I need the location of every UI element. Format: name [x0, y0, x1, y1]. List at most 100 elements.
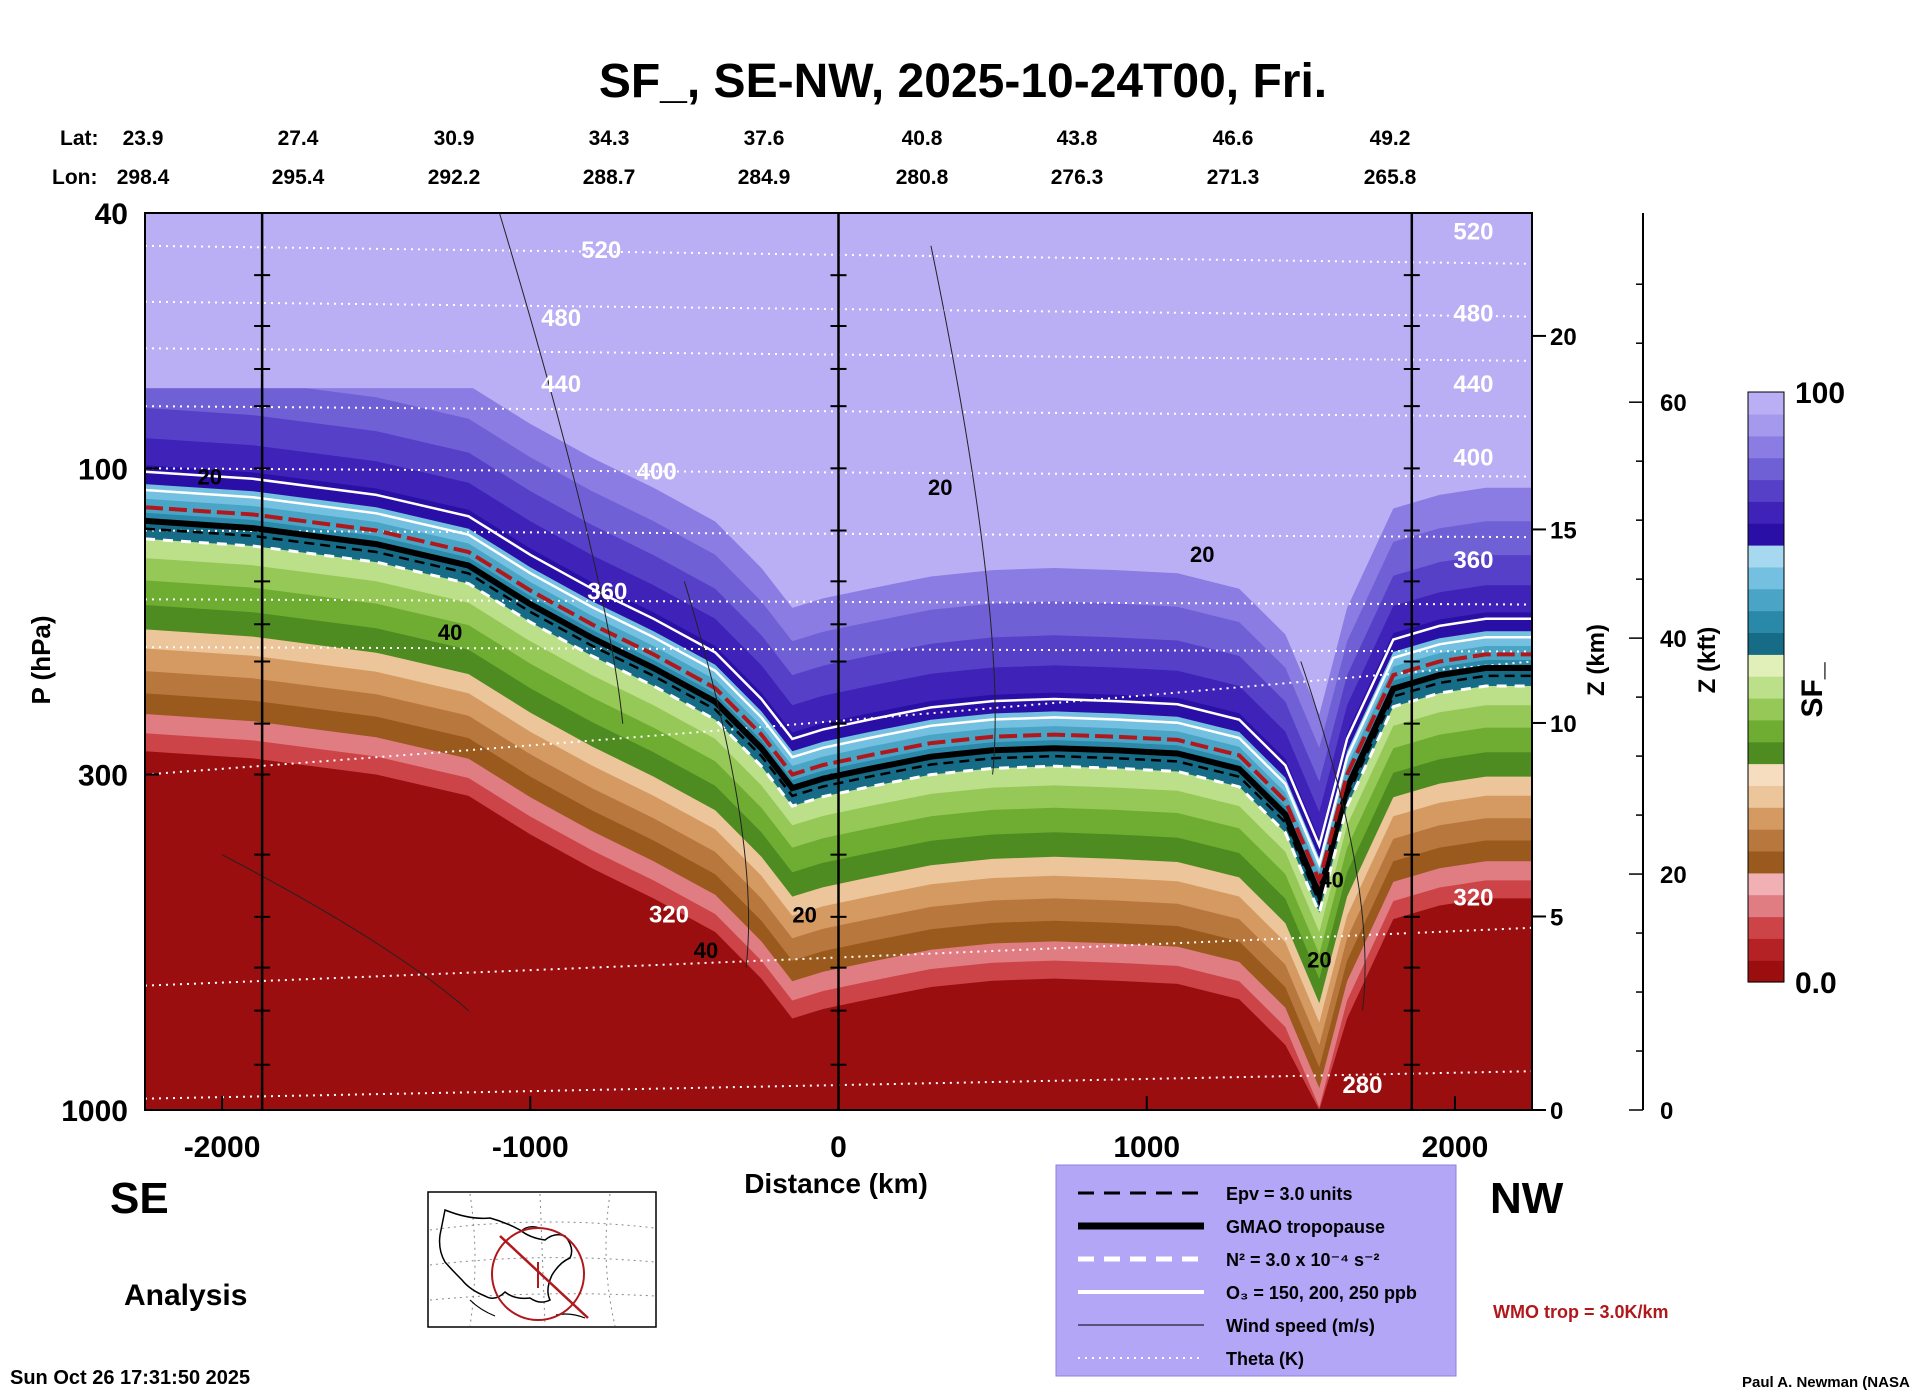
theta-label: 400 [1453, 445, 1493, 472]
z-km-tick-label: 20 [1550, 324, 1577, 351]
z-km-tick-label: 10 [1550, 711, 1577, 738]
x-tick-label: -2000 [184, 1131, 261, 1164]
lon-value: 298.4 [117, 166, 170, 189]
colorbar-swatch [1748, 916, 1784, 939]
lon-value: 284.9 [738, 166, 791, 189]
lat-value: 34.3 [589, 127, 630, 150]
z-kft-tick-label: 40 [1660, 626, 1687, 653]
x-tick-label: 1000 [1113, 1131, 1180, 1164]
n2-line [145, 537, 1532, 918]
wind-contour [221, 854, 469, 1011]
theta-label: 360 [1453, 547, 1493, 574]
timestamp: Sun Oct 26 17:31:50 2025 [10, 1367, 250, 1389]
nw-direction-label: NW [1490, 1174, 1564, 1223]
x-axis-title: Distance (km) [744, 1168, 928, 1199]
ozone-contour [145, 488, 1532, 868]
colorbar-swatch [1748, 741, 1784, 765]
lat-value: 49.2 [1370, 127, 1411, 150]
colorbar-swatch [1748, 588, 1784, 612]
colorbar-swatch [1748, 697, 1784, 721]
lat-row-label: Lat: [60, 127, 99, 150]
ozone-contour [145, 470, 1532, 850]
theta-label: 320 [649, 901, 689, 928]
x-tick-label: 0 [830, 1131, 847, 1164]
colorbar-swatch [1748, 894, 1784, 918]
wmo-tropopause-line [145, 505, 1532, 888]
lon-value: 295.4 [272, 166, 325, 189]
theta-label: 480 [1453, 300, 1493, 327]
colorbar-swatch [1748, 719, 1784, 743]
lat-value: 37.6 [744, 127, 785, 150]
colorbar-frame [1747, 391, 1785, 983]
lat-value: 46.6 [1213, 127, 1254, 150]
z-km-tick-label: 15 [1550, 517, 1577, 544]
wind-contour [930, 245, 996, 775]
lon-value: 265.8 [1364, 166, 1417, 189]
colorbar-swatch [1748, 850, 1784, 874]
windspeed-label: 40 [694, 938, 718, 963]
colorbar-swatch [1748, 676, 1784, 699]
windspeed-label: 40 [438, 620, 462, 645]
theta-label: 440 [1453, 371, 1493, 398]
x-tick-label: -1000 [492, 1131, 569, 1164]
legend-label: Wind speed (m/s) [1226, 1316, 1375, 1336]
z-km-tick-label: 5 [1550, 904, 1563, 931]
colorbar-swatch [1748, 763, 1784, 786]
windspeed-label: 20 [1190, 542, 1214, 567]
p-tick-label: 1000 [61, 1095, 128, 1128]
wmo-trop-label: WMO trop = 3.0K/km [1493, 1302, 1669, 1322]
theta-label: 280 [1342, 1072, 1382, 1099]
colorbar-swatch [1748, 610, 1784, 633]
windspeed-label: 40 [1319, 867, 1343, 892]
colorbar-swatch [1748, 545, 1784, 568]
lat-value: 30.9 [434, 127, 475, 150]
lat-value: 43.8 [1057, 127, 1098, 150]
theta-label: 520 [1453, 219, 1493, 246]
colorbar-swatch [1748, 392, 1784, 415]
gmao-tropopause-line [145, 517, 1532, 905]
wind-contour [1300, 661, 1366, 1011]
theta-label: 440 [541, 371, 581, 398]
colorbar-min-label: 0.0 [1795, 967, 1837, 1000]
legend-label: GMAO tropopause [1226, 1217, 1385, 1237]
lon-value: 288.7 [583, 166, 636, 189]
windspeed-label: 20 [928, 475, 952, 500]
legend: Epv = 3.0 units GMAO tropopause N² = 3.0 x… [1055, 1164, 1457, 1377]
colorbar-swatch [1748, 654, 1784, 677]
windspeed-label: 20 [1307, 948, 1331, 973]
wind-contour [683, 581, 750, 968]
colorbar-swatch [1748, 829, 1784, 852]
colorbar-max-label: 100 [1795, 377, 1845, 410]
theta-label: 520 [581, 237, 621, 264]
credit: Paul A. Newman (NASA [1742, 1374, 1910, 1391]
field-troposphere [145, 751, 1532, 1110]
colorbar-swatch [1748, 523, 1784, 546]
p-tick-label: 100 [78, 453, 128, 486]
windspeed-label: 20 [792, 902, 816, 927]
windspeed-label: 20 [197, 465, 221, 490]
z-kft-tick-label: 0 [1660, 1098, 1673, 1125]
legend-label: O₃ = 150, 200, 250 ppb [1226, 1283, 1417, 1303]
epv-line [145, 527, 1532, 907]
theta-label: 320 [1453, 884, 1493, 911]
lat-value: 40.8 [902, 127, 943, 150]
inset-map [427, 1191, 657, 1328]
colorbar-swatch [1748, 960, 1784, 983]
colorbar-swatch [1748, 479, 1784, 502]
z-kft-axis-title: Z (kft) [1694, 627, 1721, 694]
p-tick-label: 300 [78, 759, 128, 792]
p-tick-label: 40 [95, 198, 128, 231]
legend-box [1055, 1164, 1457, 1377]
colorbar-swatch [1748, 938, 1784, 961]
chart-title: SF_, SE-NW, 2025-10-24T00, Fri. [599, 55, 1327, 108]
lat-value: 23.9 [123, 127, 164, 150]
theta-contour [145, 660, 1532, 776]
theta-label: 480 [541, 305, 581, 332]
lat-value: 27.4 [278, 127, 319, 150]
z-kft-tick-label: 60 [1660, 390, 1687, 417]
colorbar-swatch [1748, 435, 1784, 459]
y-axis-title: P (hPa) [26, 615, 56, 704]
lon-value: 276.3 [1051, 166, 1104, 189]
